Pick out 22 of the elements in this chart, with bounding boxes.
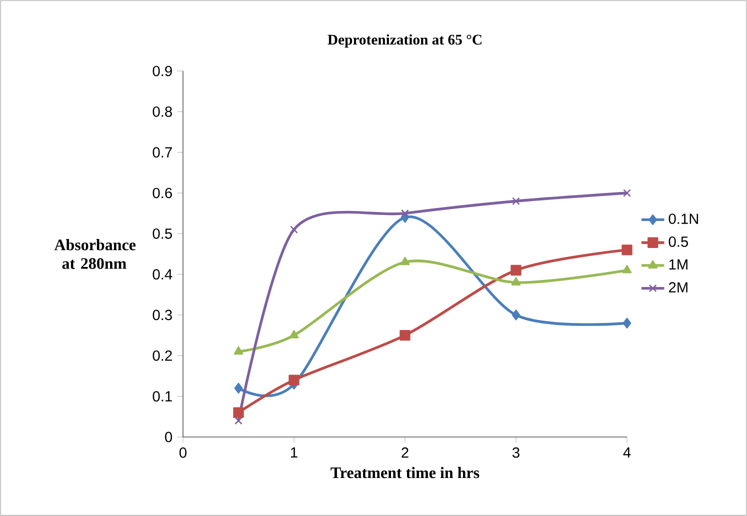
y-tick-label: 0.9 [152,66,172,76]
legend-label: 1M [669,259,688,270]
x-tick-label: 1 [291,447,298,458]
x-tick-label: 0 [179,447,186,458]
y-tick-label: 0.3 [152,310,172,320]
y-tick-label: 0.8 [152,106,172,117]
x-tick-label: 4 [623,447,631,458]
chart-title: Deprotenization at 65 °C [328,34,482,48]
y-tick-label: 0.1 [152,391,172,402]
legend-label: 2M [668,282,688,292]
x-tick-label: 3 [512,447,520,458]
y-tick-label: 0.2 [152,350,172,361]
legend-label: 0.1N [668,214,698,224]
legend-label: 0.5 [668,236,688,247]
x-tick-label: 2 [402,447,408,458]
y-tick-label: 0.6 [152,188,172,198]
y-tick-label: 0.7 [152,147,172,158]
y-tick-label: 0.5 [152,228,172,239]
y-axis-title: Absorbance at 280nm [54,239,136,269]
y-tick-label: 0.4 [152,269,172,280]
x-axis-title: Treatment time in hrs [330,466,480,478]
y-tick-label: 0 [165,432,172,442]
